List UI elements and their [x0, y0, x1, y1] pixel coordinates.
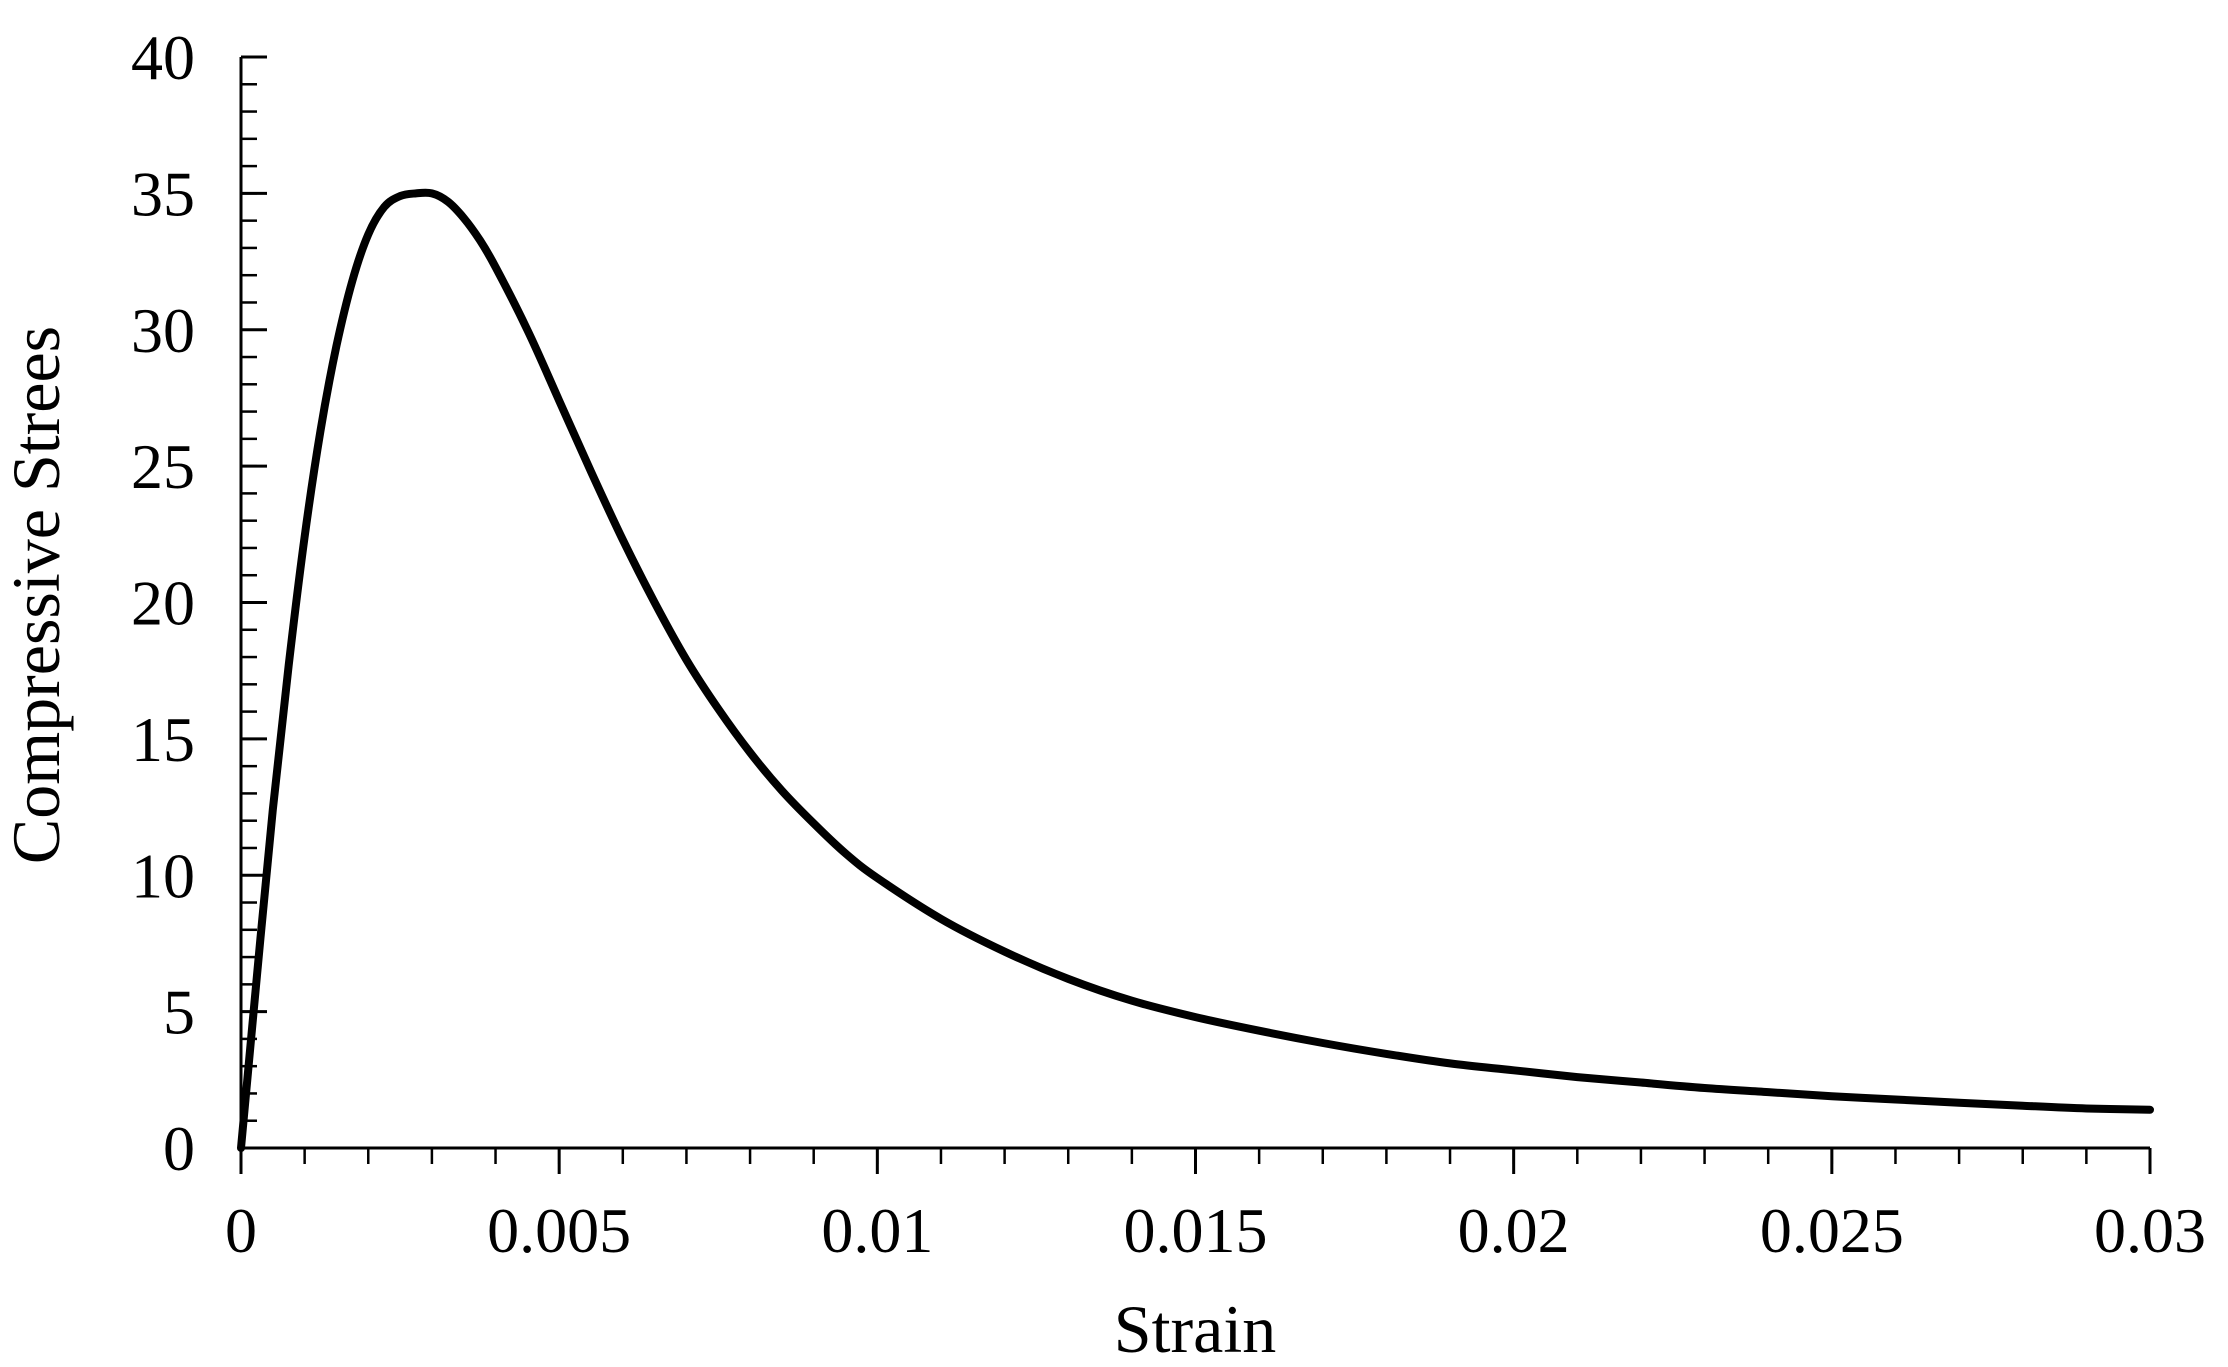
x-tick-label: 0.015 — [1124, 1195, 1268, 1266]
x-tick-label: 0.01 — [821, 1195, 933, 1266]
y-tick-label: 30 — [131, 295, 195, 366]
x-tick-labels: 0 0.005 0.01 0.015 0.02 0.025 0.03 — [225, 1195, 2206, 1266]
major-ticks — [239, 55, 2152, 1174]
y-tick-label: 10 — [131, 840, 195, 911]
x-tick-label: 0 — [225, 1195, 257, 1266]
y-tick-label: 5 — [163, 977, 195, 1048]
y-tick-label: 25 — [131, 431, 195, 502]
minor-ticks — [239, 55, 2152, 1164]
y-tick-label: 35 — [131, 158, 195, 229]
x-axis-title: Strain — [1114, 1291, 1276, 1367]
y-axis-title: Compressive Strees — [0, 326, 74, 864]
y-tick-label: 0 — [163, 1113, 195, 1184]
y-tick-label: 15 — [131, 704, 195, 775]
y-tick-labels: 0 5 10 15 20 25 30 35 40 — [131, 22, 195, 1184]
x-tick-label: 0.02 — [1458, 1195, 1570, 1266]
series-line — [237, 188, 2154, 1152]
y-tick-label: 20 — [131, 568, 195, 639]
x-tick-label: 0.025 — [1760, 1195, 1904, 1266]
x-tick-label: 0.005 — [487, 1195, 631, 1266]
y-tick-label: 40 — [131, 22, 195, 93]
x-tick-label: 0.03 — [2094, 1195, 2206, 1266]
